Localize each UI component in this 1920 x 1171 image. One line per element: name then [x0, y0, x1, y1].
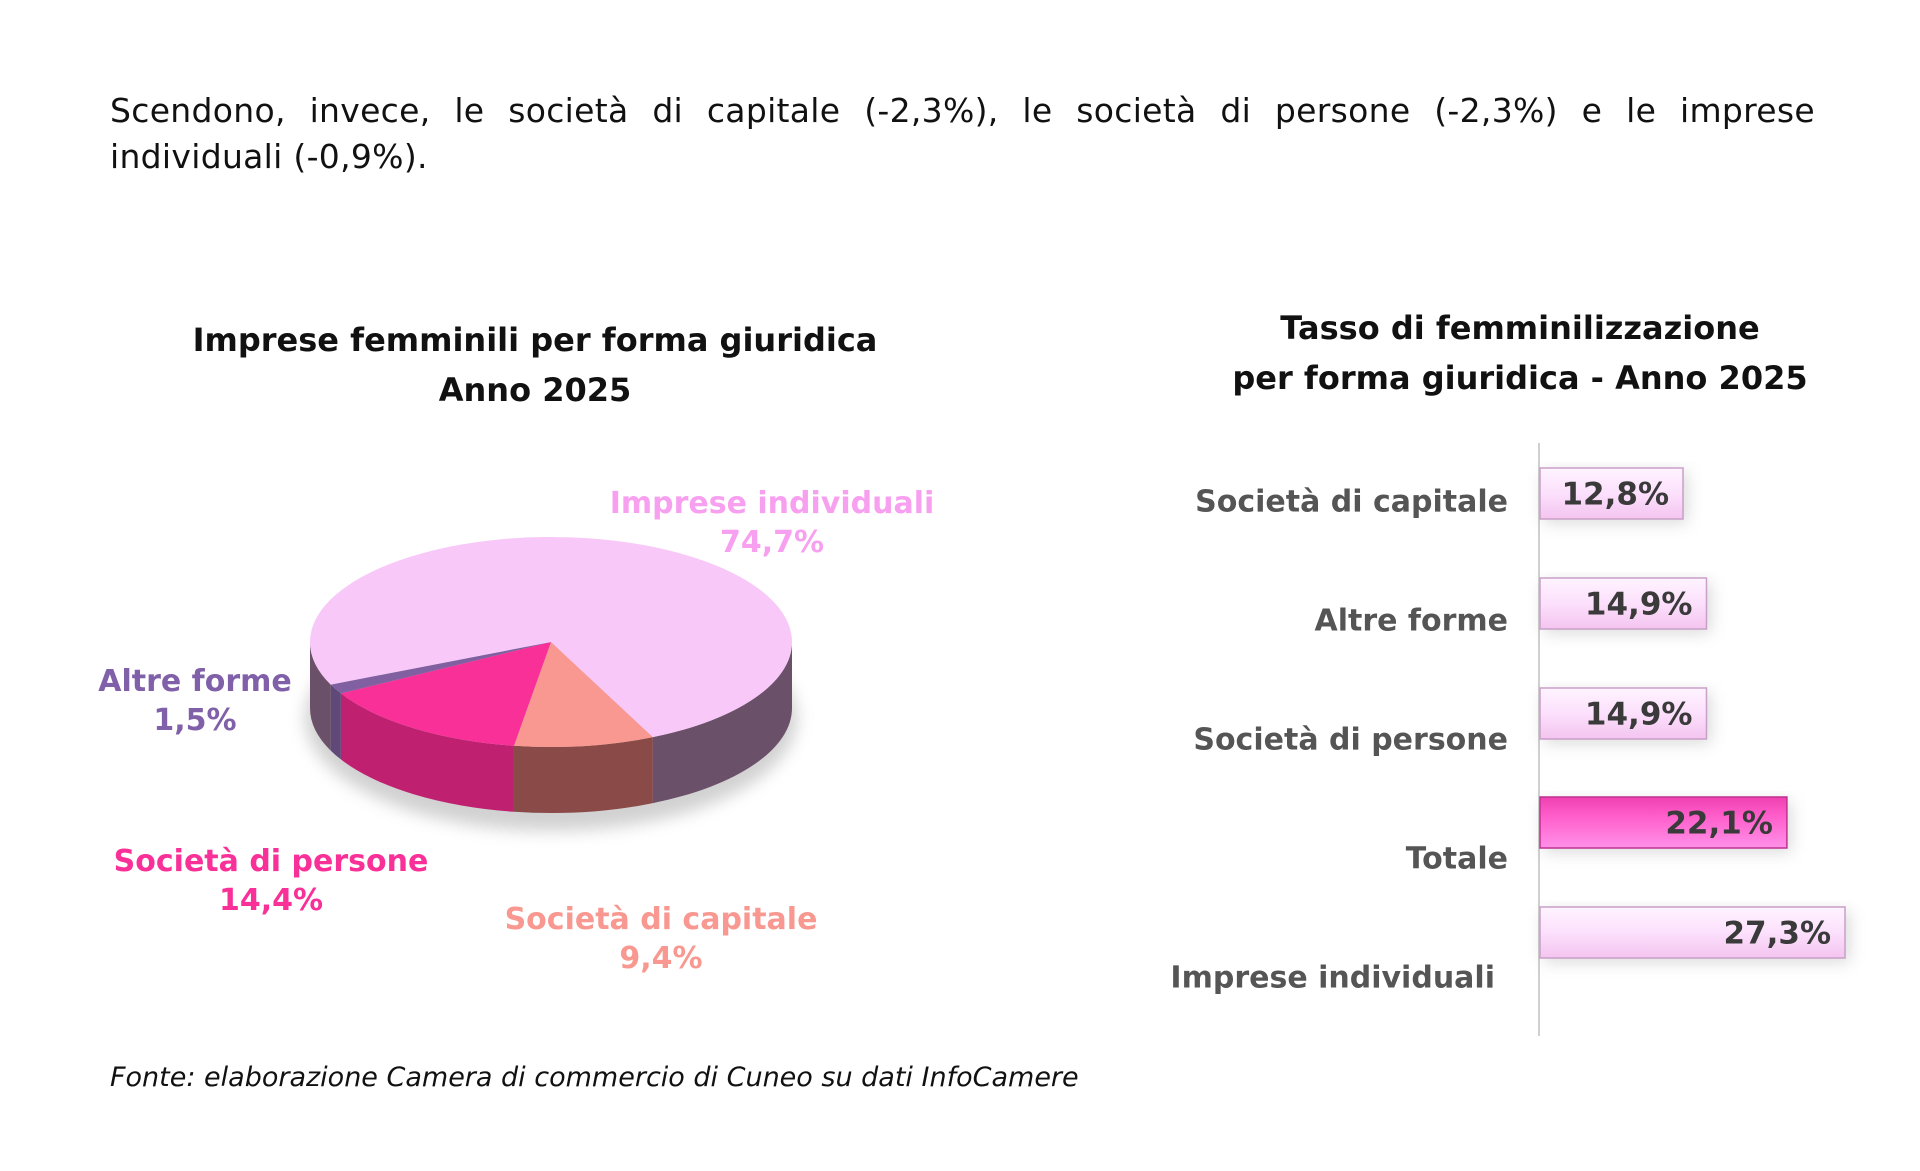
bar-category-label: Totale — [1405, 841, 1508, 877]
pie-label-value: 74,7% — [719, 525, 825, 560]
pie-label-value: 1,5% — [153, 703, 237, 738]
source-note: Fonte: elaborazione Camera di commercio … — [110, 1062, 1079, 1093]
pie-label-name: Imprese individuali — [609, 486, 935, 521]
pie-label-imprese-individuali: Imprese individuali 74,7% — [610, 484, 935, 562]
pie-slice-side — [513, 737, 653, 814]
pie-slice-side — [310, 642, 331, 751]
bar — [1539, 687, 1708, 740]
pie-slice-side — [652, 642, 792, 804]
pie-label-name: Società di persone — [113, 844, 429, 879]
pie-label-name: Società di capitale — [504, 902, 818, 937]
pie-title-line-1: Imprese femminili per forma giuridica — [192, 321, 878, 359]
pie-chart-title: Imprese femminili per forma giuridica An… — [100, 315, 970, 415]
pie-label-societa-di-capitale: Società di capitale 9,4% — [505, 900, 818, 978]
bar-title-line-1: Tasso di femminilizzazione — [1280, 309, 1760, 347]
pie-slice-societ-di-persone — [340, 642, 551, 746]
pie-chart — [305, 537, 797, 831]
bar-chart-title: Tasso di femminilizzazione per forma giu… — [1120, 303, 1920, 403]
bar — [1539, 906, 1846, 959]
bar-chart: 12,8% 14,9% 14,9% 22,1% 27,3% — [1539, 467, 1849, 962]
pie-slice-societ-di-capitale — [513, 642, 653, 748]
bar — [1539, 796, 1788, 849]
pie-label-name: Altre forme — [98, 664, 292, 699]
bar — [1539, 577, 1708, 630]
pie-title-line-2: Anno 2025 — [438, 371, 632, 409]
bar-category-label: Società di capitale — [1195, 484, 1508, 520]
bar-title-line-2: per forma giuridica - Anno 2025 — [1232, 359, 1808, 397]
pie-label-altre-forme: Altre forme 1,5% — [98, 662, 292, 740]
pie-label-societa-di-persone: Società di persone 14,4% — [114, 842, 429, 920]
intro-paragraph: Scendono, invece, le società di capitale… — [110, 91, 1815, 176]
bar — [1539, 467, 1684, 520]
bar-value-label: 14,9% — [1585, 697, 1693, 733]
bar-category-label: Società di persone — [1193, 722, 1508, 758]
bar-category-label: Imprese individuali — [1170, 960, 1495, 996]
pie-slice-side — [330, 684, 341, 760]
bar-category-label: Altre forme — [1314, 603, 1509, 639]
pie-label-value: 14,4% — [218, 883, 324, 918]
pie-slice-imprese-individuali — [310, 537, 793, 738]
bar-value-label: 27,3% — [1723, 916, 1831, 952]
bar-value-label: 14,9% — [1585, 587, 1693, 623]
bar-value-label: 12,8% — [1561, 477, 1669, 513]
bar-value-label: 22,1% — [1665, 806, 1773, 842]
pie-slice-side — [340, 693, 514, 812]
pie-label-value: 9,4% — [619, 941, 703, 976]
pie-slice-altre-forme — [330, 642, 551, 694]
